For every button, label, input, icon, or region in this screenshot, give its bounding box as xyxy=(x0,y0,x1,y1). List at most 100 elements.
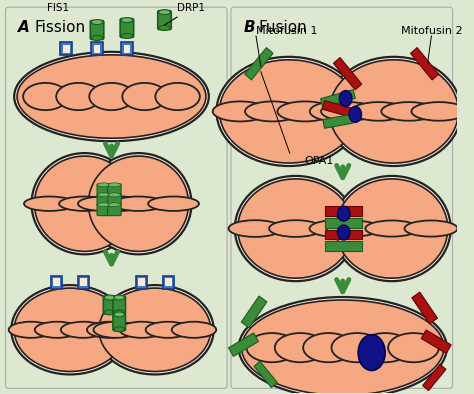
Polygon shape xyxy=(326,242,362,251)
Polygon shape xyxy=(423,364,446,390)
Bar xyxy=(91,43,103,55)
Bar xyxy=(138,278,145,286)
Ellipse shape xyxy=(321,102,376,121)
Bar xyxy=(60,43,72,55)
Polygon shape xyxy=(228,333,258,357)
Polygon shape xyxy=(326,230,362,240)
Ellipse shape xyxy=(336,179,448,278)
FancyBboxPatch shape xyxy=(158,11,171,30)
Text: OPA1: OPA1 xyxy=(304,156,334,166)
Ellipse shape xyxy=(98,193,110,197)
Ellipse shape xyxy=(59,197,110,211)
Ellipse shape xyxy=(235,176,356,281)
Ellipse shape xyxy=(108,193,121,197)
Text: A: A xyxy=(18,20,30,35)
Ellipse shape xyxy=(98,183,110,187)
Ellipse shape xyxy=(114,310,125,315)
FancyBboxPatch shape xyxy=(97,204,110,216)
Ellipse shape xyxy=(213,101,268,121)
Ellipse shape xyxy=(98,203,110,207)
Bar xyxy=(53,278,60,286)
Ellipse shape xyxy=(337,225,350,240)
Ellipse shape xyxy=(228,220,282,237)
Polygon shape xyxy=(241,296,267,328)
Bar xyxy=(165,278,172,286)
Ellipse shape xyxy=(238,179,353,278)
FancyBboxPatch shape xyxy=(108,184,121,196)
Polygon shape xyxy=(410,48,439,80)
Ellipse shape xyxy=(411,102,466,121)
Bar xyxy=(121,43,133,55)
Bar xyxy=(124,45,130,53)
Ellipse shape xyxy=(114,327,125,332)
Text: Mitofusin 2: Mitofusin 2 xyxy=(401,26,462,36)
Ellipse shape xyxy=(119,322,164,338)
Ellipse shape xyxy=(93,322,138,338)
Ellipse shape xyxy=(88,156,189,251)
Polygon shape xyxy=(320,90,356,107)
Ellipse shape xyxy=(113,197,164,211)
Ellipse shape xyxy=(358,335,385,370)
Ellipse shape xyxy=(333,176,451,281)
FancyBboxPatch shape xyxy=(97,184,110,196)
Polygon shape xyxy=(323,114,353,128)
Ellipse shape xyxy=(14,288,126,372)
Ellipse shape xyxy=(148,197,199,211)
Ellipse shape xyxy=(404,221,457,236)
Bar xyxy=(80,278,87,286)
FancyBboxPatch shape xyxy=(120,19,134,37)
Ellipse shape xyxy=(78,197,129,211)
Bar xyxy=(136,276,147,288)
Ellipse shape xyxy=(9,322,53,338)
Ellipse shape xyxy=(360,333,410,362)
Ellipse shape xyxy=(24,197,75,211)
Ellipse shape xyxy=(23,83,68,110)
Ellipse shape xyxy=(91,35,103,41)
Ellipse shape xyxy=(275,333,326,362)
FancyBboxPatch shape xyxy=(103,296,116,314)
Ellipse shape xyxy=(96,285,214,374)
Ellipse shape xyxy=(121,18,133,22)
Ellipse shape xyxy=(122,83,167,110)
Bar xyxy=(63,45,70,53)
FancyBboxPatch shape xyxy=(113,296,126,314)
Text: Mitofusin 1: Mitofusin 1 xyxy=(256,26,318,36)
Polygon shape xyxy=(322,100,357,118)
Ellipse shape xyxy=(17,55,206,138)
Ellipse shape xyxy=(104,310,115,315)
Ellipse shape xyxy=(349,106,362,122)
Text: B: B xyxy=(244,20,255,35)
Text: FIS1: FIS1 xyxy=(47,3,70,13)
Ellipse shape xyxy=(108,203,121,207)
Ellipse shape xyxy=(121,33,133,39)
Text: Fusion: Fusion xyxy=(259,20,308,35)
Ellipse shape xyxy=(310,101,365,121)
FancyBboxPatch shape xyxy=(113,313,126,331)
Polygon shape xyxy=(326,206,362,216)
Ellipse shape xyxy=(245,101,300,121)
Ellipse shape xyxy=(159,10,170,15)
Ellipse shape xyxy=(219,60,358,163)
Polygon shape xyxy=(254,361,277,388)
Polygon shape xyxy=(421,330,451,353)
Ellipse shape xyxy=(85,153,191,255)
Ellipse shape xyxy=(381,102,437,121)
Ellipse shape xyxy=(56,83,100,110)
Ellipse shape xyxy=(94,197,145,211)
Text: Fission: Fission xyxy=(35,20,85,35)
Bar xyxy=(163,276,174,288)
Ellipse shape xyxy=(61,322,105,338)
FancyBboxPatch shape xyxy=(108,204,121,216)
Text: DRP1: DRP1 xyxy=(177,3,205,13)
Ellipse shape xyxy=(32,153,137,255)
Ellipse shape xyxy=(351,102,406,121)
Ellipse shape xyxy=(331,333,383,362)
Ellipse shape xyxy=(108,183,121,187)
Ellipse shape xyxy=(14,52,209,141)
Polygon shape xyxy=(333,58,362,90)
FancyBboxPatch shape xyxy=(6,7,227,388)
Ellipse shape xyxy=(104,295,115,300)
Ellipse shape xyxy=(35,156,135,251)
Ellipse shape xyxy=(246,333,297,362)
FancyBboxPatch shape xyxy=(91,20,104,39)
